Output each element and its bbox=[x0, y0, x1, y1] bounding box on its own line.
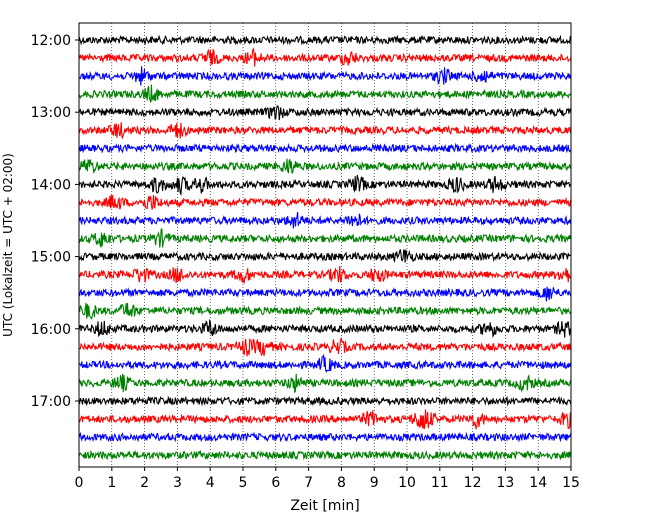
x-tick-label: 9 bbox=[370, 475, 379, 491]
trace-1430 bbox=[78, 211, 572, 229]
y-axis-title: UTC (Lokalzeit = UTC + 02:00) bbox=[1, 153, 15, 337]
trace-1630 bbox=[78, 353, 572, 373]
trace-1300 bbox=[78, 105, 572, 121]
trace-series bbox=[78, 34, 572, 461]
trace-1230 bbox=[78, 66, 572, 86]
x-axis: 0 1 2 3 4 5 6 7 8 9 10 11 12 13 14 15 bbox=[75, 467, 580, 491]
x-tick-label: 8 bbox=[337, 475, 346, 491]
y-tick-label: 13:00 bbox=[31, 105, 71, 121]
x-tick-label: 15 bbox=[562, 475, 580, 491]
trace-1700 bbox=[78, 395, 572, 407]
y-tick-label: 15:00 bbox=[31, 250, 71, 266]
x-axis-title: Zeit [min] bbox=[290, 498, 359, 514]
trace-1600 bbox=[78, 318, 572, 338]
trace-1330 bbox=[78, 142, 572, 154]
x-tick-label: 3 bbox=[173, 475, 182, 491]
plot-frame bbox=[78, 22, 572, 468]
x-tick-label: 4 bbox=[206, 475, 215, 491]
trace-1515 bbox=[78, 266, 572, 284]
x-tick-label: 12 bbox=[464, 475, 482, 491]
y-tick-label: 12:00 bbox=[31, 33, 71, 49]
x-tick-label: 5 bbox=[239, 475, 248, 491]
y-tick-label: 14:00 bbox=[31, 177, 71, 193]
trace-1530 bbox=[78, 286, 572, 302]
y-tick-label: 16:00 bbox=[31, 322, 71, 338]
trace-1615 bbox=[78, 336, 572, 357]
trace-1645 bbox=[78, 373, 572, 394]
y-axis: 12:00 13:00 14:00 15:00 16:00 17:00 bbox=[31, 33, 79, 410]
trace-1715 bbox=[78, 409, 572, 431]
x-tick-label: 0 bbox=[75, 475, 84, 491]
x-tick-label: 14 bbox=[529, 475, 547, 491]
trace-1415 bbox=[78, 194, 572, 210]
trace-1745 bbox=[78, 449, 572, 461]
trace-1345 bbox=[78, 158, 572, 174]
trace-1200 bbox=[78, 34, 572, 46]
trace-1545 bbox=[79, 302, 572, 320]
y-tick-label: 17:00 bbox=[31, 394, 71, 410]
x-tick-label: 6 bbox=[271, 475, 280, 491]
x-tick-label: 11 bbox=[431, 475, 449, 491]
trace-1400 bbox=[78, 174, 572, 197]
trace-1445 bbox=[78, 228, 572, 249]
x-tick-label: 1 bbox=[107, 475, 116, 491]
x-tick-label: 10 bbox=[398, 475, 416, 491]
trace-1215 bbox=[78, 47, 572, 67]
trace-1315 bbox=[78, 122, 572, 140]
x-tick-label: 2 bbox=[140, 475, 149, 491]
trace-1500 bbox=[78, 249, 572, 264]
x-tick-label: 7 bbox=[304, 475, 313, 491]
x-tick-label: 13 bbox=[496, 475, 514, 491]
trace-1245 bbox=[78, 84, 572, 103]
trace-1730 bbox=[78, 431, 572, 443]
